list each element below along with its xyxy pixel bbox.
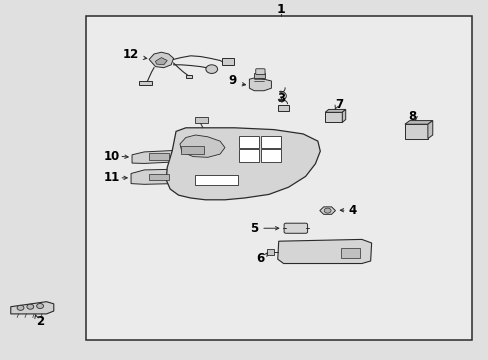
FancyBboxPatch shape: [238, 136, 259, 148]
FancyBboxPatch shape: [267, 249, 274, 255]
FancyBboxPatch shape: [181, 146, 204, 154]
Text: 10: 10: [103, 150, 120, 163]
Circle shape: [37, 303, 43, 309]
Polygon shape: [427, 121, 432, 139]
Polygon shape: [325, 112, 342, 122]
Text: 4: 4: [347, 204, 355, 217]
Bar: [85, 16, 471, 340]
Text: 11: 11: [103, 171, 120, 184]
FancyBboxPatch shape: [238, 149, 259, 162]
Polygon shape: [404, 124, 427, 139]
FancyBboxPatch shape: [260, 136, 281, 148]
Text: 3: 3: [277, 93, 285, 105]
FancyBboxPatch shape: [260, 149, 281, 162]
Circle shape: [205, 65, 217, 73]
Polygon shape: [132, 150, 195, 163]
Polygon shape: [166, 128, 320, 200]
Polygon shape: [185, 75, 191, 78]
Text: 1: 1: [276, 3, 285, 16]
FancyBboxPatch shape: [255, 69, 264, 75]
FancyBboxPatch shape: [148, 153, 169, 160]
FancyBboxPatch shape: [222, 58, 233, 65]
Circle shape: [324, 208, 330, 213]
Polygon shape: [131, 169, 195, 184]
Text: 12: 12: [122, 48, 139, 60]
Polygon shape: [325, 109, 345, 112]
Circle shape: [27, 304, 34, 309]
Text: 9: 9: [228, 74, 236, 87]
Polygon shape: [277, 239, 371, 264]
Polygon shape: [180, 135, 224, 157]
FancyBboxPatch shape: [341, 248, 360, 258]
Text: 6: 6: [255, 252, 264, 265]
Polygon shape: [249, 77, 271, 91]
Polygon shape: [155, 58, 167, 65]
Circle shape: [17, 305, 24, 310]
Text: 2: 2: [36, 315, 44, 328]
Polygon shape: [11, 302, 54, 314]
Polygon shape: [404, 121, 432, 124]
Text: 8: 8: [407, 111, 415, 123]
Text: 7: 7: [334, 98, 342, 111]
FancyBboxPatch shape: [195, 117, 208, 123]
FancyBboxPatch shape: [284, 223, 307, 233]
FancyBboxPatch shape: [194, 175, 238, 185]
FancyBboxPatch shape: [253, 73, 264, 78]
Polygon shape: [342, 109, 345, 122]
Polygon shape: [319, 207, 335, 214]
Polygon shape: [149, 52, 173, 68]
FancyBboxPatch shape: [148, 174, 169, 180]
FancyBboxPatch shape: [278, 105, 288, 111]
Text: 5: 5: [250, 222, 258, 235]
Polygon shape: [139, 81, 151, 85]
